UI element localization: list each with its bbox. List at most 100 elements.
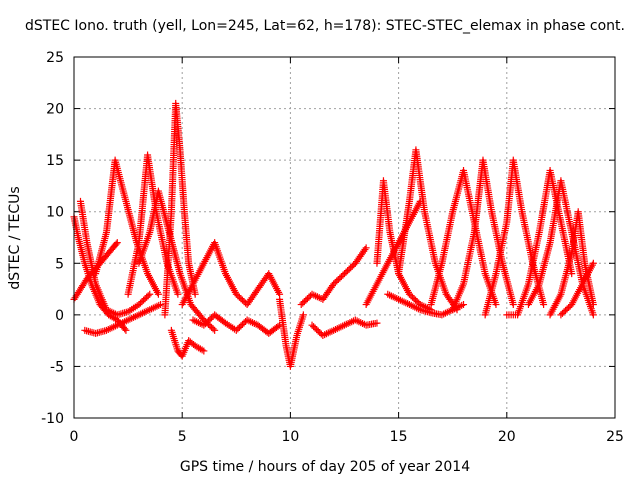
series-arc-24	[546, 208, 597, 319]
data-point	[144, 292, 152, 300]
data-point	[232, 290, 240, 298]
series-arc-23	[524, 177, 597, 319]
x-tick-label: 0	[70, 429, 79, 445]
data-point	[140, 296, 148, 304]
x-tick-label: 20	[498, 429, 516, 445]
data-point	[203, 318, 211, 326]
series-arc-8	[161, 99, 199, 319]
data-point	[362, 244, 370, 252]
y-tick-label: 5	[55, 256, 64, 272]
data-point	[373, 319, 381, 327]
data-point	[113, 239, 121, 247]
data-point	[565, 303, 573, 311]
data-point	[297, 301, 305, 309]
data-point	[234, 292, 242, 300]
data-point	[299, 311, 307, 319]
data-point	[238, 320, 246, 328]
data-point	[558, 309, 566, 317]
x-tick-label: 15	[390, 429, 408, 445]
data-point	[240, 319, 248, 327]
x-tick-label: 10	[281, 429, 299, 445]
data-point	[540, 301, 548, 309]
data-point	[238, 296, 246, 304]
data-point	[361, 246, 369, 254]
data-point	[337, 273, 345, 281]
data-points	[70, 99, 597, 370]
data-point	[154, 290, 162, 298]
data-point	[557, 311, 565, 319]
x-tick-label: 25	[606, 429, 624, 445]
data-point	[237, 322, 245, 330]
data-point	[208, 314, 216, 322]
data-point	[345, 265, 353, 273]
data-point	[342, 268, 350, 276]
series-arc-4	[81, 301, 165, 337]
data-point	[333, 277, 341, 285]
series-arc-3	[76, 197, 154, 319]
y-tick-label: 10	[46, 205, 64, 221]
data-point	[141, 295, 149, 303]
data-point	[314, 327, 322, 335]
data-point	[348, 262, 356, 270]
data-point	[589, 311, 597, 319]
data-point	[562, 306, 570, 314]
data-point	[336, 274, 344, 282]
series-arc-13	[297, 244, 370, 309]
data-point	[208, 323, 216, 331]
series-arc-9	[167, 326, 208, 360]
grid-lines	[74, 57, 615, 418]
data-point	[492, 301, 500, 309]
data-point	[563, 305, 571, 313]
series-arc-7	[135, 187, 219, 334]
data-point	[347, 264, 355, 272]
data-point	[300, 298, 308, 306]
data-point	[200, 347, 208, 355]
series-arc-10	[178, 239, 284, 309]
data-point	[460, 301, 468, 309]
data-point	[237, 295, 245, 303]
series-arc-22	[503, 166, 576, 319]
axis-ticks: 0 5 10 15 20 25 -10 -5 0 5 10 15 20 25	[41, 50, 624, 445]
y-axis-label: dSTEC / TECUs	[7, 186, 23, 289]
data-point	[122, 326, 130, 334]
series-arc-14	[308, 316, 381, 339]
data-point	[331, 278, 339, 286]
data-point	[191, 290, 199, 298]
data-point	[311, 324, 319, 332]
data-point	[206, 322, 214, 330]
data-point	[303, 295, 311, 303]
series-arc-18	[384, 290, 468, 319]
data-point	[201, 320, 209, 328]
data-point	[313, 326, 321, 334]
data-point	[308, 321, 316, 329]
data-point	[146, 290, 154, 298]
series-arc-25	[557, 259, 597, 319]
data-point	[409, 293, 417, 301]
chart-title: dSTEC Iono. truth (yell, Lon=245, Lat=62…	[25, 18, 625, 34]
data-point	[413, 298, 421, 306]
data-point	[405, 290, 413, 298]
data-point	[136, 299, 144, 307]
plot-frame	[73, 56, 616, 419]
x-tick-label: 5	[178, 429, 187, 445]
data-point	[589, 259, 597, 267]
data-point	[211, 326, 219, 334]
series-arc-12	[276, 295, 307, 370]
data-point	[206, 315, 214, 323]
data-point	[234, 325, 242, 333]
data-point	[305, 293, 313, 301]
data-point	[302, 296, 310, 304]
data-point	[135, 301, 143, 309]
data-point	[232, 326, 240, 334]
data-point	[339, 271, 347, 279]
data-point	[112, 240, 120, 248]
data-point	[330, 280, 338, 288]
data-point	[412, 296, 420, 304]
data-point	[198, 346, 206, 354]
data-point	[299, 299, 307, 307]
data-point	[407, 292, 415, 300]
data-point	[316, 329, 324, 337]
data-point	[560, 308, 568, 316]
data-point	[235, 323, 243, 331]
